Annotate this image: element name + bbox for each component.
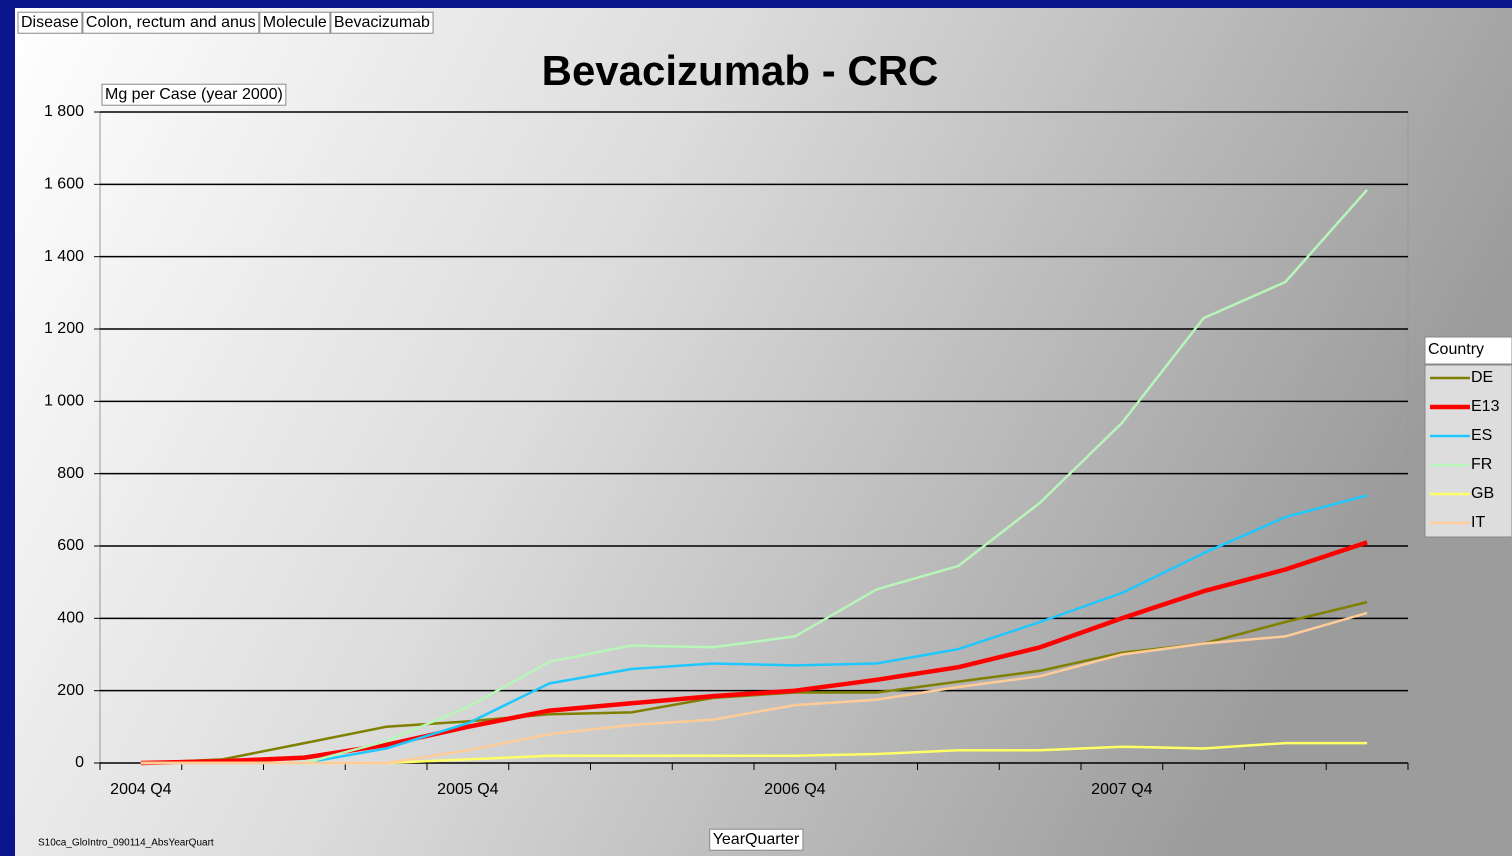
- filter-label: Disease: [21, 14, 79, 31]
- y-tick-label: 1 600: [44, 176, 84, 193]
- legend-title: Country: [1428, 341, 1484, 358]
- legend-label: FR: [1471, 456, 1492, 473]
- y-tick-label: 200: [57, 682, 84, 699]
- y-tick-label: 600: [57, 537, 84, 554]
- legend-label: E13: [1471, 398, 1500, 415]
- y-tick-label: 800: [57, 465, 84, 482]
- y-tick-label: 400: [57, 610, 84, 627]
- series-line: [140, 494, 1368, 765]
- x-axis-title: YearQuarter: [713, 831, 800, 848]
- filter-label: Colon, rectum and anus: [86, 14, 256, 31]
- x-tick-label: 2006 Q4: [764, 781, 825, 798]
- y-axis-title-box: [101, 83, 287, 106]
- y-tick-label: 1 400: [44, 248, 84, 265]
- x-tick-label: 2005 Q4: [437, 781, 498, 798]
- filter-label-box: [17, 11, 83, 34]
- series-line: [140, 611, 1368, 765]
- y-tick-label: 0: [75, 754, 84, 771]
- filter-label-box: [259, 11, 331, 34]
- x-tick-label: 2004 Q4: [110, 781, 171, 798]
- footnote: S10ca_GloIntro_090114_AbsYearQuart: [38, 838, 214, 849]
- legend-label: IT: [1471, 514, 1485, 531]
- y-tick-label: 1 200: [44, 320, 84, 337]
- y-axis-title: Mg per Case (year 2000): [105, 86, 283, 103]
- y-tick-label: 1 800: [44, 103, 84, 120]
- y-tick-label: 1 000: [44, 393, 84, 410]
- filter-label: Bevacizumab: [334, 14, 430, 31]
- legend-title-box: [1424, 336, 1512, 365]
- legend-label: ES: [1471, 427, 1492, 444]
- filter-label-box: [82, 11, 260, 34]
- legend-label: DE: [1471, 369, 1493, 386]
- legend-label: GB: [1471, 485, 1494, 502]
- panel: [15, 8, 1512, 856]
- filter-label: Molecule: [263, 14, 327, 31]
- series-line: [140, 188, 1369, 765]
- filter-label-box: [330, 11, 434, 34]
- chart-title: Bevacizumab - CRC: [542, 47, 939, 94]
- legend-box: [1424, 364, 1512, 538]
- x-axis-title-box: [709, 828, 804, 851]
- x-tick-label: 2007 Q4: [1091, 781, 1152, 798]
